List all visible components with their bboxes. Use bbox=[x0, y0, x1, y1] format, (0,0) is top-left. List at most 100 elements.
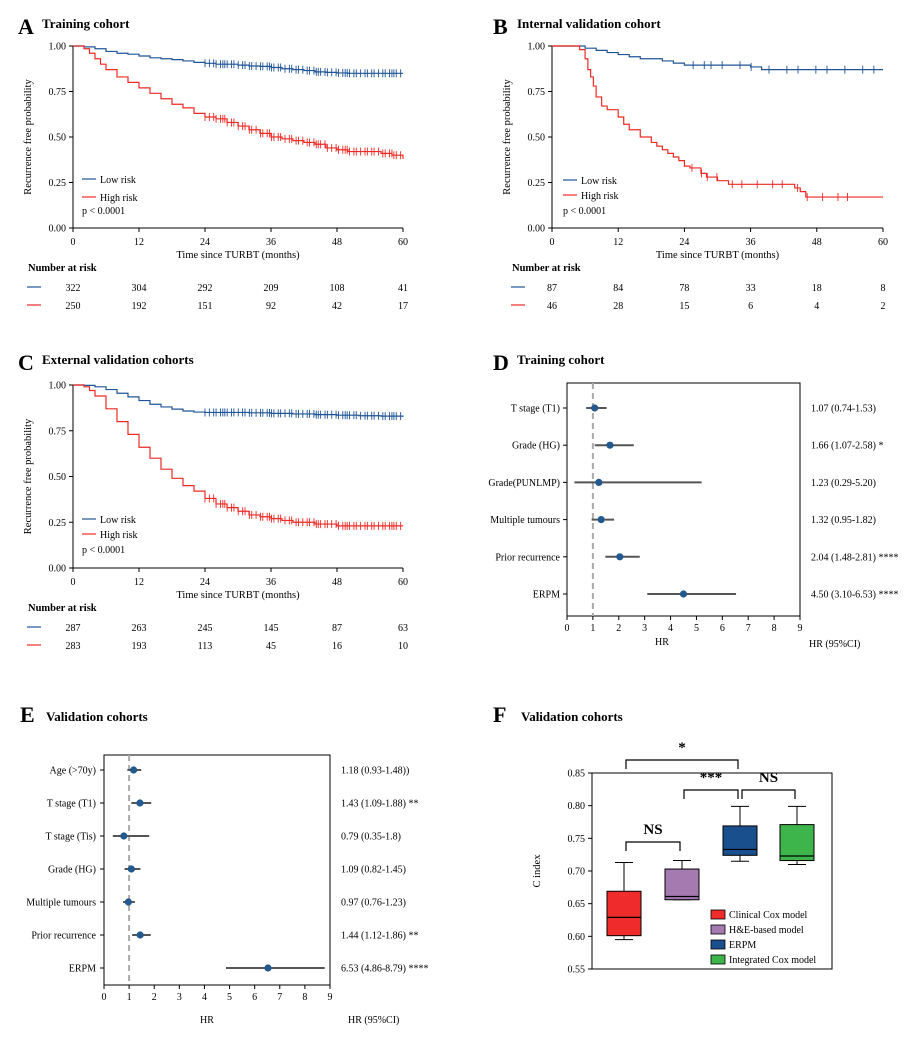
risk-table-header: Number at risk bbox=[512, 263, 581, 274]
risk-count: 108 bbox=[330, 283, 345, 294]
y-axis-label: Recurrence free probability bbox=[23, 418, 34, 534]
x-tick-label: 0 bbox=[102, 992, 107, 1003]
high-risk-curve bbox=[552, 45, 883, 198]
x-tick-label: 24 bbox=[200, 577, 210, 588]
y-axis-label: Recurrence free probability bbox=[23, 79, 34, 195]
significance-bracket bbox=[625, 759, 739, 769]
significance-label: * bbox=[678, 740, 686, 756]
y-tick-label: 0.00 bbox=[49, 224, 67, 235]
panel-label-c: C bbox=[18, 350, 34, 375]
hr-value: 6.53 (4.86-8.79) **** bbox=[341, 964, 429, 975]
x-tick-label: 48 bbox=[332, 237, 342, 248]
risk-count: 263 bbox=[132, 623, 147, 634]
y-tick-label: 0.55 bbox=[568, 965, 586, 976]
hr-value: 1.43 (1.09-1.88) ** bbox=[341, 799, 419, 810]
low-risk-curve bbox=[73, 45, 403, 74]
hr-point bbox=[597, 516, 605, 524]
risk-table-header: Number at risk bbox=[28, 603, 97, 614]
x-tick-label: 5 bbox=[694, 623, 699, 634]
hr-point bbox=[595, 478, 603, 486]
risk-count: 28 bbox=[613, 301, 623, 312]
x-tick-label: 4 bbox=[668, 623, 673, 634]
y-tick-label: 0.80 bbox=[568, 801, 586, 812]
significance-label: NS bbox=[759, 770, 778, 786]
y-tick-label: 0.25 bbox=[528, 178, 546, 189]
x-tick-label: 8 bbox=[772, 623, 777, 634]
row-label: Age (>70y) bbox=[50, 766, 96, 777]
y-tick-label: 0.75 bbox=[568, 834, 586, 845]
y-tick-label: 0.60 bbox=[568, 932, 586, 943]
risk-count: 87 bbox=[332, 623, 342, 634]
hr-value: 2.04 (1.48-2.81) **** bbox=[811, 552, 899, 563]
legend-label: Integrated Cox model bbox=[729, 955, 816, 966]
risk-count: 8 bbox=[881, 283, 886, 294]
x-axis-label: Time since TURBT (months) bbox=[176, 250, 300, 261]
hr-point bbox=[606, 441, 614, 449]
hr-value: 0.79 (0.35-1.8) bbox=[341, 832, 401, 843]
legend-high-label: High risk bbox=[581, 191, 619, 202]
row-label: Multiple tumours bbox=[490, 515, 560, 526]
panel-title: Internal validation cohort bbox=[517, 16, 661, 31]
panel-title: Training cohort bbox=[517, 352, 605, 367]
risk-count: 10 bbox=[398, 641, 408, 652]
legend-swatch bbox=[710, 909, 726, 920]
plot-frame bbox=[103, 754, 331, 986]
row-label: T stage (T1) bbox=[511, 404, 560, 415]
panel-title: External validation cohorts bbox=[42, 352, 194, 367]
box-2 bbox=[664, 868, 700, 901]
risk-count: 46 bbox=[547, 301, 557, 312]
plot-frame bbox=[566, 382, 801, 617]
risk-count: 151 bbox=[198, 301, 213, 312]
y-tick-label: 0.50 bbox=[49, 472, 67, 483]
row-label: T stage (T1) bbox=[47, 799, 96, 810]
risk-count: 63 bbox=[398, 623, 408, 634]
risk-count: 16 bbox=[332, 641, 342, 652]
legend-swatch bbox=[710, 924, 726, 935]
hr-value: 1.32 (0.95-1.82) bbox=[811, 515, 876, 526]
x-tick-label: 1 bbox=[590, 623, 595, 634]
risk-count: 322 bbox=[66, 283, 81, 294]
x-tick-label: 9 bbox=[328, 992, 333, 1003]
risk-table-header: Number at risk bbox=[28, 263, 97, 274]
hr-column-header: HR (95%CI) bbox=[348, 1015, 399, 1026]
legend-swatch bbox=[710, 954, 726, 965]
box-3 bbox=[722, 825, 758, 856]
x-tick-label: 48 bbox=[332, 577, 342, 588]
legend-label: ERPM bbox=[729, 940, 756, 951]
hr-point bbox=[127, 865, 135, 873]
risk-count: 17 bbox=[398, 301, 408, 312]
x-tick-label: 24 bbox=[679, 237, 689, 248]
panel-title: Training cohort bbox=[42, 16, 130, 31]
significance-bracket bbox=[683, 789, 739, 799]
y-tick-label: 0.50 bbox=[49, 133, 67, 144]
p-value: p < 0.0001 bbox=[82, 545, 125, 556]
risk-count: 145 bbox=[264, 623, 279, 634]
box-1 bbox=[606, 890, 642, 937]
x-axis-label: Time since TURBT (months) bbox=[176, 590, 300, 601]
legend-low-label: Low risk bbox=[100, 175, 136, 186]
hr-point bbox=[679, 590, 688, 598]
legend-high-label: High risk bbox=[100, 193, 138, 204]
y-tick-label: 1.00 bbox=[49, 381, 67, 392]
y-tick-label: 0.50 bbox=[528, 133, 546, 144]
x-axis-label: Time since TURBT (months) bbox=[656, 250, 780, 261]
risk-count: 41 bbox=[398, 283, 408, 294]
low-risk-curve bbox=[552, 45, 883, 71]
risk-count: 45 bbox=[266, 641, 276, 652]
panel-label-f: F bbox=[493, 702, 506, 727]
risk-count: 287 bbox=[66, 623, 81, 634]
x-tick-label: 7 bbox=[746, 623, 751, 634]
y-tick-label: 0.70 bbox=[568, 867, 586, 878]
risk-count: 113 bbox=[198, 641, 213, 652]
hr-value: 0.97 (0.76-1.23) bbox=[341, 898, 406, 909]
risk-count: 4 bbox=[814, 301, 819, 312]
row-label: T stage (Tis) bbox=[45, 832, 96, 843]
p-value: p < 0.0001 bbox=[563, 206, 606, 217]
risk-count: 283 bbox=[66, 641, 81, 652]
x-tick-label: 6 bbox=[720, 623, 725, 634]
y-tick-label: 0.85 bbox=[568, 769, 586, 780]
legend-label: Clinical Cox model bbox=[729, 910, 808, 921]
x-tick-label: 3 bbox=[642, 623, 647, 634]
risk-count: 87 bbox=[547, 283, 557, 294]
y-tick-label: 0.00 bbox=[49, 564, 67, 575]
